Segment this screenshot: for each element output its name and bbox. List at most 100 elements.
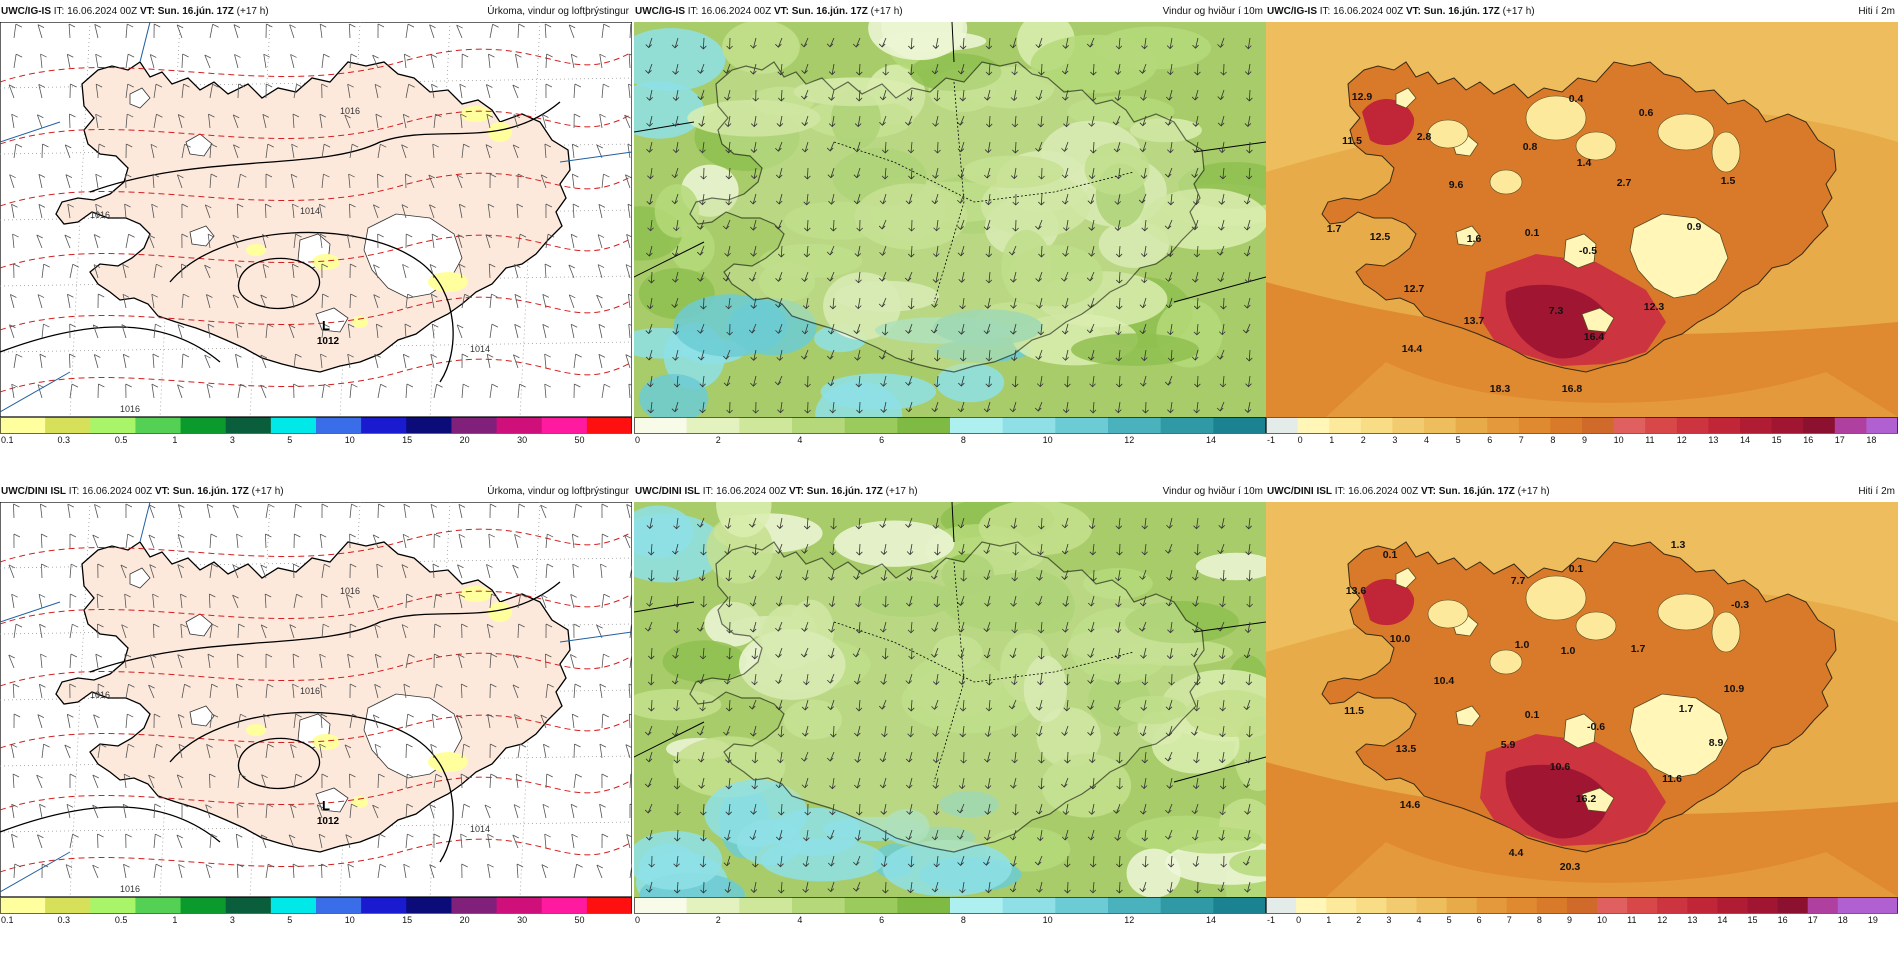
- wind-barb: [350, 294, 351, 308]
- temperature-value: 0.1: [1569, 563, 1584, 575]
- colorbar-label: 7: [1519, 435, 1524, 445]
- init-time: 16.06.2024 00Z: [716, 486, 786, 497]
- temperature-value: 1.7: [1631, 643, 1646, 655]
- colorbar-label: 14: [1206, 435, 1216, 445]
- colorbar-label: 7: [1507, 915, 1512, 925]
- wind-barb: [41, 564, 42, 578]
- colorbar-segment: [1003, 897, 1056, 913]
- colorbar-segment: [1386, 897, 1417, 913]
- vt-label: VT:: [1406, 6, 1421, 17]
- precip-area: [312, 254, 340, 270]
- colorbar-label: 11: [1627, 915, 1636, 925]
- colorbar-label: 0.1: [1, 435, 14, 445]
- wind-barb: [378, 504, 379, 518]
- colorbar-segment: [950, 417, 1003, 433]
- colorbar-segment: [1582, 417, 1614, 433]
- wind-barb: [69, 114, 70, 128]
- colorbar-segment: [687, 897, 740, 913]
- cold-highland-area: [1658, 114, 1714, 150]
- temperature-value: 12.3: [1644, 301, 1665, 313]
- lead-time: (+17 h): [871, 6, 903, 17]
- colorbar-segment: [45, 897, 91, 913]
- panel-title: Úrkoma, vindur og loftþrýstingur: [487, 482, 629, 502]
- precip-area: [312, 734, 340, 750]
- wind-arrow: [1015, 804, 1016, 815]
- colorbar-label: 1: [172, 435, 177, 445]
- colorbar-segment: [0, 417, 46, 433]
- model-name: UWC/DINI ISL: [1, 486, 66, 497]
- colorbar-label: 19: [1868, 915, 1878, 925]
- colorbar-segment: [1361, 417, 1393, 433]
- colorbar-segment: [1687, 897, 1718, 913]
- wind-arrow: [1145, 402, 1146, 413]
- colorbar-segment: [792, 417, 845, 433]
- temperature-value: 12.7: [1404, 283, 1425, 295]
- colorbar-label: 9: [1567, 915, 1572, 925]
- colorbar-label: 0: [635, 915, 640, 925]
- colorbar-segment: [1772, 417, 1804, 433]
- temperature-value: 2.8: [1417, 131, 1432, 143]
- colorbar-segment: [271, 417, 317, 433]
- colorbar-label: 13: [1708, 435, 1718, 445]
- run-info: UWC/DINI ISL IT: 16.06.2024 00Z VT: Sun.…: [635, 482, 918, 502]
- colorbar-segment: [845, 417, 898, 433]
- colorbar-segment: [361, 897, 407, 913]
- panel-title: Úrkoma, vindur og loftþrýstingur: [487, 2, 629, 22]
- valid-time: Sun. 16.jún. 17Z: [173, 486, 249, 497]
- isobar-label: 1014: [470, 824, 490, 834]
- colorbar-segment: [1213, 417, 1266, 433]
- temperature-value: -0.3: [1731, 599, 1749, 611]
- model-name: UWC/DINI ISL: [635, 486, 700, 497]
- colorbar-segment: [950, 897, 1003, 913]
- colorbar-segment: [1868, 897, 1898, 913]
- lead-time: (+17 h): [252, 486, 284, 497]
- isobar-label: 1016: [340, 586, 360, 596]
- colorbar-segment: [497, 417, 543, 433]
- temperature-value: 9.6: [1449, 179, 1464, 191]
- init-time: 16.06.2024 00Z: [1333, 6, 1403, 17]
- it-label: IT:: [1335, 486, 1346, 497]
- panel-header: UWC/IG-IS IT: 16.06.2024 00Z VT: Sun. 16…: [634, 2, 1266, 22]
- low-pressure-symbol: L: [322, 318, 330, 333]
- temperature-value: 1.4: [1577, 157, 1592, 169]
- colorbar-label: 2: [716, 915, 721, 925]
- valid-time: Sun. 16.jún. 17Z: [792, 6, 868, 17]
- wind-speed-area: [1071, 333, 1199, 365]
- isobar-label: 1016: [120, 884, 140, 894]
- colorbar-segment: [897, 897, 950, 913]
- temperature-value: 12.5: [1370, 231, 1391, 243]
- cold-highland-area: [1576, 132, 1616, 160]
- colorbar-label: 10: [1597, 915, 1607, 925]
- colorbar-segment: [1537, 897, 1568, 913]
- colorbar-label: 5: [287, 435, 292, 445]
- panel-title: Hiti í 2m: [1858, 482, 1895, 502]
- wind-arrow: [703, 882, 704, 893]
- valid-time: Sun. 16.jún. 17Z: [158, 6, 234, 17]
- colorbar-label: 0.5: [115, 915, 128, 925]
- colorbar-segment: [1003, 417, 1056, 433]
- vt-label: VT:: [140, 6, 155, 17]
- colorbar-segment: [1487, 417, 1519, 433]
- temperature-value: 1.5: [1721, 175, 1736, 187]
- isobar-label: 1014: [470, 344, 490, 354]
- isobar-label: 1016: [120, 404, 140, 414]
- colorbar-segment: [1567, 897, 1598, 913]
- lead-time: (+17 h): [1503, 6, 1535, 17]
- run-info: UWC/IG-IS IT: 16.06.2024 00Z VT: Sun. 16…: [635, 2, 903, 22]
- colorbar-segment: [0, 897, 46, 913]
- colorbar: -101234567891011121314151617181920: [1266, 417, 1898, 445]
- colorbar-segment: [587, 897, 632, 913]
- low-pressure-value: 1012: [317, 336, 340, 347]
- model-name: UWC/DINI ISL: [1267, 486, 1332, 497]
- colorbar-segment: [1808, 897, 1839, 913]
- colorbar-segment: [406, 417, 452, 433]
- colorbar-segment: [792, 897, 845, 913]
- colorbar-label: 18: [1838, 915, 1848, 925]
- colorbar-segment: [1266, 897, 1297, 913]
- colorbar-segment: [316, 897, 362, 913]
- colorbar-label: 4: [1416, 915, 1421, 925]
- init-time: 16.06.2024 00Z: [1348, 486, 1418, 497]
